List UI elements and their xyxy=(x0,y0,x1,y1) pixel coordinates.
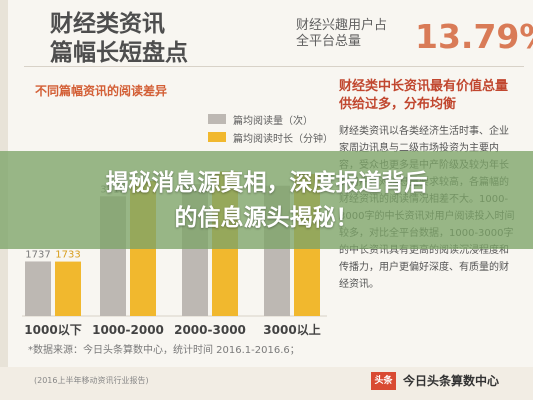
page-title: 财经类资讯 篇幅长短盘点 xyxy=(50,10,188,68)
legend-label-duration: 篇均阅读时长（分钟） xyxy=(233,133,333,145)
share-value: 13.79% xyxy=(415,17,533,56)
header-divider xyxy=(24,66,524,67)
right-panel-title: 财经类中长资讯最有价值总量供给过多，分布均衡 xyxy=(339,79,509,112)
overlay-headline-line-2: 的信息源头揭秘！ xyxy=(174,205,359,231)
x-tick-label-3: 3000以上 xyxy=(263,322,320,337)
data-label-duration-0: 1733 xyxy=(55,250,80,261)
x-tick-label-2: 2000-3000 xyxy=(174,323,246,337)
overlay-headline-line-1: 揭秘消息源真相，深度报道背后 xyxy=(105,170,428,196)
data-label-reads-0: 1737 xyxy=(25,249,50,260)
footer-bar: (2016上半年移动资讯行业报告) 头条 今日头条算数中心 xyxy=(0,367,533,400)
chart-subtitle: 不同篇幅资讯的阅读差异 xyxy=(35,84,168,98)
chart-legend: 篇均阅读量（次） 篇均阅读时长（分钟） xyxy=(208,111,333,147)
toutiao-logo-icon: 头条 xyxy=(371,372,396,390)
legend-item-duration: 篇均阅读时长（分钟） xyxy=(208,129,333,145)
legend-label-reads: 篇均阅读量（次） xyxy=(233,115,313,127)
footer-brand: 今日头条算数中心 xyxy=(403,374,500,388)
overlay-headline: 揭秘消息源真相，深度报道背后 的信息源头揭秘！ xyxy=(0,166,533,236)
legend-swatch-duration xyxy=(208,132,226,142)
source-note: *数据来源：今日头条算数中心，统计时间 2016.1-2016.6； xyxy=(28,345,300,356)
title-line-2: 篇幅长短盘点 xyxy=(50,40,188,66)
bar-reads-0 xyxy=(25,261,51,316)
x-tick-label-0: 1000以下 xyxy=(24,323,81,337)
legend-item-reads: 篇均阅读量（次） xyxy=(208,111,333,127)
share-label: 财经兴趣用户占 全平台总量 xyxy=(296,18,420,50)
footer-report-name: (2016上半年移动资讯行业报告) xyxy=(34,376,149,385)
legend-swatch-reads xyxy=(208,114,226,124)
bar-duration-0 xyxy=(55,261,81,316)
title-line-1: 财经类资讯 xyxy=(50,11,165,37)
share-label-line-1: 财经兴趣用户占 xyxy=(296,18,388,33)
overlay-banner xyxy=(0,151,533,249)
share-label-line-2: 全平台总量 xyxy=(296,34,362,49)
x-tick-label-1: 1000-2000 xyxy=(92,323,164,337)
